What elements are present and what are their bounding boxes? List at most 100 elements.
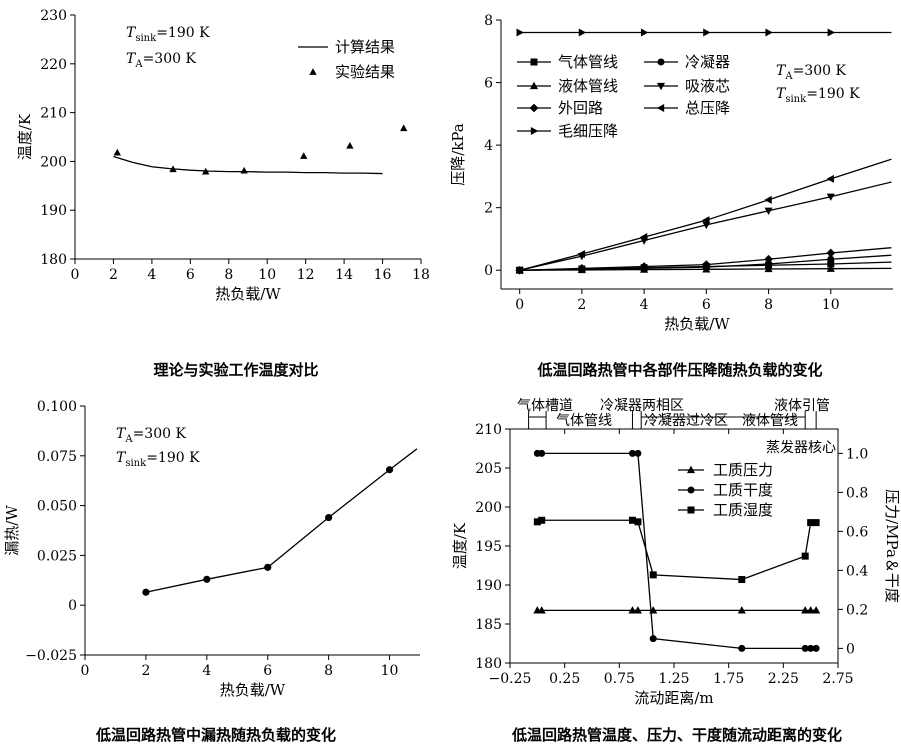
legend-label: 工质压力 xyxy=(713,461,773,479)
y-tick-label: 210 xyxy=(40,106,67,122)
y-tick-label: 200 xyxy=(40,154,67,170)
y-tick-label: 195 xyxy=(475,539,502,555)
exp-point xyxy=(240,166,248,174)
annotation-ta: TA=300 K xyxy=(776,63,846,82)
data-point xyxy=(738,644,746,652)
region-top-label: 冷凝器两相区 xyxy=(600,398,684,414)
data-point xyxy=(764,264,773,273)
axes: −0.25 0.25 0.75 1.25 1.75 2.25 2.75 180 185 190 19… xyxy=(475,422,853,687)
data-point xyxy=(827,255,835,263)
legend-marker xyxy=(530,126,539,136)
data-point xyxy=(538,449,546,457)
x-tick-label: 6 xyxy=(702,297,711,313)
x-tick-label: 2 xyxy=(141,663,150,679)
legend-marker xyxy=(529,103,539,113)
data-point xyxy=(827,260,835,268)
region-top-label: 气体槽道 xyxy=(517,398,573,414)
x-tick-label: −0.25 xyxy=(489,671,532,687)
x-tick-label: 8 xyxy=(224,267,233,283)
series-line xyxy=(537,519,817,581)
data-point xyxy=(826,248,836,258)
data-point xyxy=(812,644,820,652)
data-point xyxy=(639,233,648,242)
x-tick-label: 4 xyxy=(640,297,649,313)
x-tick-label: 0 xyxy=(81,663,90,679)
x-tick-label: 2 xyxy=(577,297,586,313)
chart-c4: −0.25 0.25 0.75 1.25 1.75 2.25 2.75 180 185 190 19… xyxy=(451,398,901,744)
data-point xyxy=(649,571,657,579)
data-point xyxy=(578,28,587,37)
y-axis-label: 压降/kPa xyxy=(449,123,467,186)
data-point xyxy=(640,264,648,272)
y2-tick-label: 1.0 xyxy=(846,446,868,462)
legend-label: 工质湿度 xyxy=(713,501,773,519)
data-point xyxy=(633,606,642,614)
x-tick-label: 6 xyxy=(263,663,272,679)
x-tick-label: 2.75 xyxy=(822,671,853,687)
annotation-tsink: Tsink=190 K xyxy=(116,450,200,469)
series-line xyxy=(145,448,418,593)
region-mid-label: 气体管线 xyxy=(556,413,612,429)
y-tick-label: 210 xyxy=(475,422,502,438)
data-point xyxy=(806,606,815,614)
x-tick-label: 0 xyxy=(71,267,80,283)
x-tick-label: 4 xyxy=(147,267,156,283)
y-tick-label: 190 xyxy=(40,203,67,219)
x-tick-label: 8 xyxy=(764,297,773,313)
region-mid-label: 液体管线 xyxy=(742,413,798,429)
x-tick-label: 10 xyxy=(381,663,399,679)
y-tick-label: 4 xyxy=(484,138,493,154)
annotation-ta: TA=300 K xyxy=(116,426,186,445)
x-tick-label: 18 xyxy=(412,267,430,283)
chart-c2: 0 2 4 6 8 10 0 2 4 6 8 热负载/W 压降/kPa 低温回路热管中各部件压降随热负载的… xyxy=(449,13,893,379)
x-axis-label: 热负载/W xyxy=(664,315,730,333)
data-point xyxy=(801,644,809,652)
series-calc-line xyxy=(113,155,383,175)
exp-point xyxy=(113,148,121,156)
data-point xyxy=(515,266,523,275)
y-tick-label: 0.075 xyxy=(37,449,77,465)
data-point xyxy=(702,216,710,225)
data-point xyxy=(738,576,746,584)
data-point xyxy=(826,174,834,183)
legend-label-calc: 计算结果 xyxy=(335,38,395,56)
legend-marker xyxy=(530,58,538,66)
chart-caption: 理论与实验工作温度对比 xyxy=(153,361,318,379)
region-mid-label: 冷凝器过冷区 xyxy=(644,413,728,429)
data-point xyxy=(826,264,835,272)
right-axis: 0 0.2 0.4 0.6 0.8 1.0 xyxy=(838,446,868,657)
x-tick-label: 0.75 xyxy=(604,671,635,687)
chart-c1: 0 2 4 6 8 10 12 14 16 18 180 190 200 210 220 230 热负载/W 温度… xyxy=(16,8,430,379)
series-line xyxy=(519,158,892,271)
exp-point xyxy=(300,152,308,159)
axes: 0 2 4 6 8 10 12 14 16 18 180 190 200 210 220 230 xyxy=(40,8,430,283)
y-tick-label: 0 xyxy=(68,598,77,614)
chart-caption: 低温回路热管温度、压力、干度随流动距离的变化 xyxy=(511,726,842,744)
y-tick-label: 180 xyxy=(475,656,502,672)
data-point xyxy=(628,516,636,524)
y-tick-label: 0 xyxy=(484,263,493,279)
x-axis-label: 热负载/W xyxy=(220,681,286,699)
data-point xyxy=(703,28,711,37)
x-tick-label: 4 xyxy=(202,663,211,679)
y-tick-label: 8 xyxy=(484,13,493,29)
exp-point xyxy=(169,165,177,173)
y-tick-label: 180 xyxy=(40,252,67,268)
data-point xyxy=(737,606,746,614)
x-tick-label: 0 xyxy=(515,297,524,313)
data-point xyxy=(826,193,835,201)
legend-marker xyxy=(687,506,695,514)
x-tick-label: 6 xyxy=(186,267,195,283)
x-tick-label: 0.25 xyxy=(549,671,580,687)
y-tick-label: 220 xyxy=(40,57,67,73)
exp-point xyxy=(202,167,210,175)
legend-triangle-symbol xyxy=(309,68,317,75)
x-tick-label: 14 xyxy=(335,267,353,283)
data-point xyxy=(203,575,211,583)
x-axis-label: 流动距离/m xyxy=(634,689,713,707)
